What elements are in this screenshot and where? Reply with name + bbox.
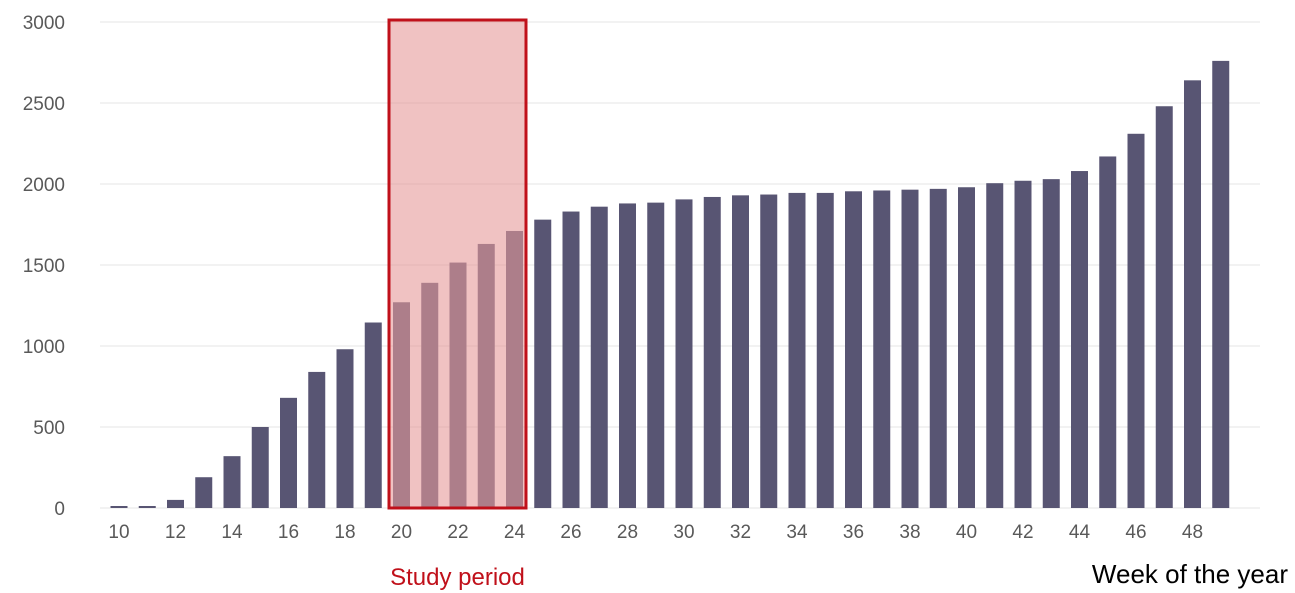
bar: [1184, 80, 1201, 508]
y-tick-label: 1000: [23, 337, 65, 358]
y-tick-label: 2000: [23, 175, 65, 196]
x-tick-label: 32: [730, 522, 751, 543]
bar: [1071, 171, 1088, 509]
bar: [1014, 180, 1032, 508]
bars: [110, 60, 1230, 509]
y-tick-label: 1500: [23, 256, 65, 277]
study-period-box: [387, 18, 528, 510]
bar: [1212, 60, 1230, 508]
bar: [845, 191, 862, 509]
x-tick-label: 48: [1182, 522, 1203, 543]
bar: [958, 187, 975, 509]
study-period-highlight: [387, 18, 528, 510]
x-tick-label: 40: [956, 522, 977, 543]
y-tick-label: 0: [54, 499, 65, 520]
x-tick-label: 46: [1125, 522, 1146, 543]
bar: [732, 195, 749, 508]
bar: [901, 189, 919, 509]
x-tick-label: 20: [391, 522, 412, 543]
bar: [138, 506, 156, 508]
y-axis: 0 500 1000 1500 2000 2500 3000: [23, 13, 65, 520]
bar: [364, 322, 382, 508]
bar: [336, 349, 354, 508]
x-tick-label: 12: [165, 522, 186, 543]
bar: [929, 188, 947, 509]
x-axis: 10 12 14 16 18 20 22 24 26 28 30 32 34 36 38 40 42 44 46 48: [108, 522, 1203, 543]
x-tick-label: 16: [278, 522, 299, 543]
x-tick-label: 18: [334, 522, 355, 543]
bar: [647, 202, 665, 508]
bar: [251, 427, 269, 508]
study-period-label: Study period: [390, 564, 525, 591]
x-tick-label: 24: [504, 522, 526, 543]
bar: [703, 196, 721, 508]
bar: [308, 371, 326, 508]
x-tick-label: 10: [108, 522, 129, 543]
bar: [788, 192, 806, 508]
x-tick-label: 14: [221, 522, 243, 543]
bar: [986, 183, 1004, 508]
x-axis-title: Week of the year: [1092, 559, 1288, 589]
bar: [590, 206, 608, 508]
bar: [1099, 156, 1117, 508]
x-tick-label: 44: [1069, 522, 1091, 543]
bar: [223, 456, 241, 508]
y-tick-label: 2500: [23, 94, 65, 115]
bar: [534, 219, 552, 508]
x-tick-label: 30: [673, 522, 694, 543]
x-tick-label: 22: [447, 522, 468, 543]
y-tick-label: 3000: [23, 13, 65, 34]
x-tick-label: 38: [899, 522, 920, 543]
bar: [280, 397, 297, 508]
bar: [110, 506, 128, 508]
y-tick-label: 500: [33, 418, 65, 439]
bar: [760, 194, 778, 508]
bar: [195, 477, 213, 508]
bar: [1042, 179, 1060, 508]
bar: [562, 211, 580, 509]
bar: [167, 499, 184, 508]
x-tick-label: 36: [843, 522, 864, 543]
bar: [675, 199, 693, 508]
x-tick-label: 26: [560, 522, 581, 543]
x-tick-label: 28: [617, 522, 638, 543]
bar: [1127, 133, 1145, 508]
bar: [1155, 106, 1173, 509]
bar: [619, 203, 636, 508]
x-tick-label: 42: [1012, 522, 1033, 543]
bar: [873, 190, 891, 509]
bar: [816, 192, 834, 508]
x-tick-label: 34: [786, 522, 808, 543]
